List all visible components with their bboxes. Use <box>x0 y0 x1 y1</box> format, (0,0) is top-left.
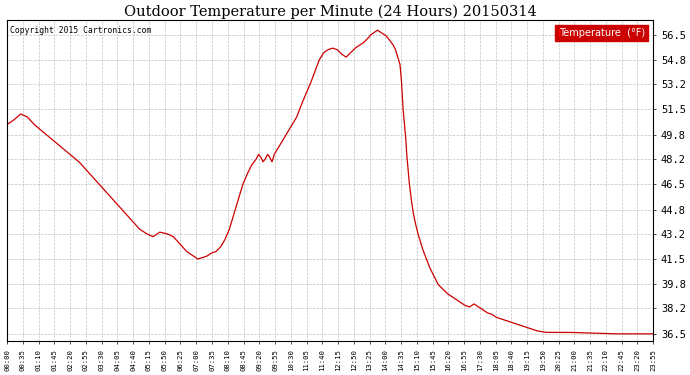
Text: Copyright 2015 Cartronics.com: Copyright 2015 Cartronics.com <box>10 26 152 35</box>
Title: Outdoor Temperature per Minute (24 Hours) 20150314: Outdoor Temperature per Minute (24 Hours… <box>124 4 537 18</box>
Legend: Temperature  (°F): Temperature (°F) <box>555 25 649 41</box>
